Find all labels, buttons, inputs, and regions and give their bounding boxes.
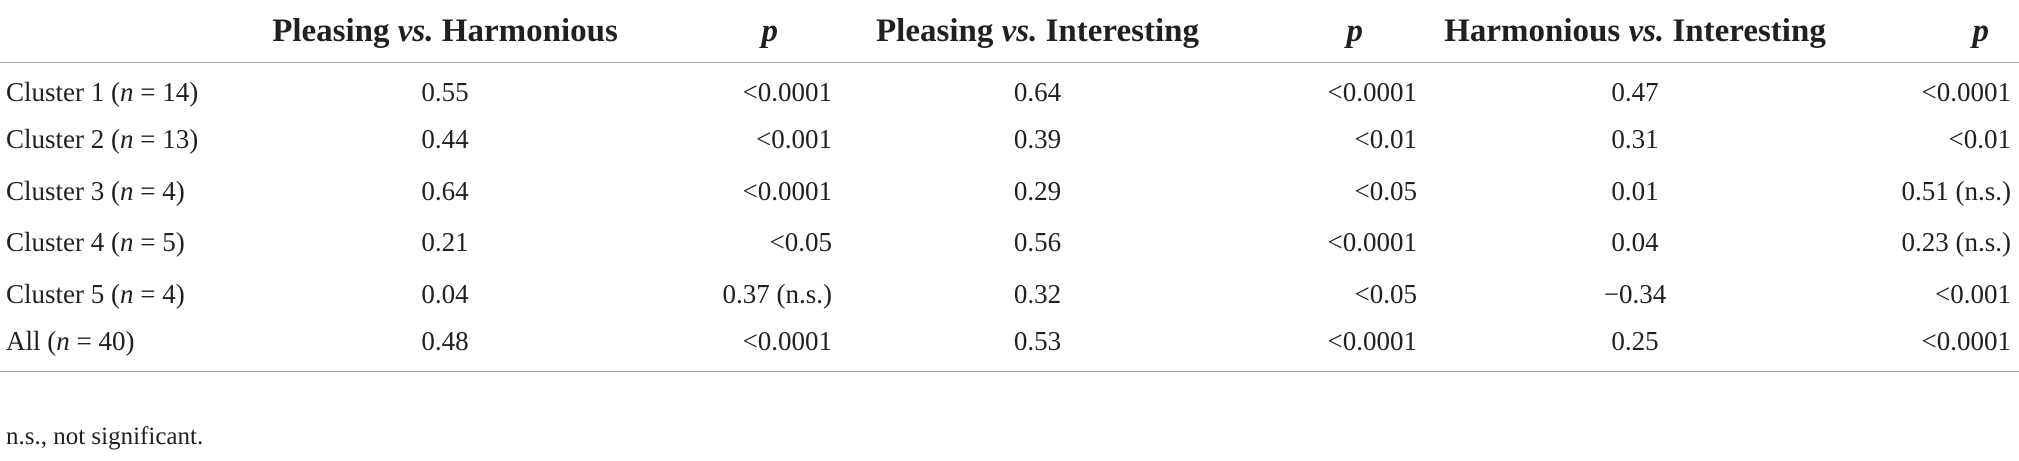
table-cell: 0.32 — [1013, 278, 1062, 309]
header-text: Harmonious — [433, 12, 618, 49]
header-row: Pleasing vs. Harmonious p Pleasing vs. I… — [0, 0, 2019, 63]
row-label-n: n — [120, 227, 134, 258]
row-label-n: n — [120, 278, 134, 309]
table-row: Cluster 4 (n = 5) 0.21 <0.05 0.56 <0.000… — [0, 217, 2019, 269]
table-cell: 0.64 — [1013, 77, 1062, 107]
header-empty-cell — [0, 0, 235, 63]
table-cell: <0.05 — [769, 227, 832, 258]
header-pleasing-vs-interesting: Pleasing vs. Interesting — [840, 0, 1235, 63]
table-cell: 0.56 — [1013, 227, 1062, 258]
table-cell: 0.25 — [1425, 320, 1845, 372]
row-label-post: = 4) — [133, 175, 185, 206]
row-label-pre: All ( — [6, 326, 57, 356]
table-cell: 0.04 — [421, 278, 469, 309]
row-label-pre: Cluster 4 ( — [6, 227, 120, 258]
row-label-n: n — [120, 77, 134, 107]
header-p-2: p — [1235, 0, 1425, 63]
table-cell: 0.44 — [421, 124, 469, 155]
row-label-n: n — [120, 175, 134, 206]
table-cell: 0.01 — [1611, 175, 1659, 206]
table-cell: <0.0001 — [1921, 77, 2011, 107]
table-cell: 0.55 — [421, 77, 469, 107]
table-cell: <0.0001 — [742, 175, 832, 206]
table-cell: 0.31 — [1611, 124, 1659, 155]
table-cell: <0.05 — [1354, 175, 1417, 206]
table-cell: <0.0001 — [1327, 77, 1417, 107]
row-label-n: n — [56, 326, 70, 356]
header-text: Interesting — [1037, 12, 1199, 49]
table-cell: <0.0001 — [655, 320, 840, 372]
header-vs: vs. — [1001, 12, 1038, 49]
table-cell: 0.48 — [235, 320, 655, 372]
row-label: Cluster 2 (n = 13) — [0, 114, 235, 166]
row-label-post: = 13) — [133, 124, 199, 155]
row-label: All (n = 40) — [0, 320, 235, 372]
table-row: All (n = 40) 0.48 <0.0001 0.53 <0.0001 0… — [0, 320, 2019, 372]
header-pleasing-vs-harmonious: Pleasing vs. Harmonious — [235, 0, 655, 63]
table-cell: 0.64 — [421, 175, 469, 206]
row-label: Cluster 4 (n = 5) — [0, 217, 235, 269]
table-cell: <0.001 — [756, 124, 832, 155]
table-cell: 0.51 (n.s.) — [1901, 175, 2012, 206]
table-row: Cluster 3 (n = 4) 0.64 <0.0001 0.29 <0.0… — [0, 166, 2019, 218]
table-footnote: n.s., not significant. — [6, 423, 204, 450]
header-vs: vs. — [1628, 12, 1665, 49]
table-cell: <0.0001 — [1845, 320, 2019, 372]
table-row: Cluster 1 (n = 14) 0.55 <0.0001 0.64 <0.… — [0, 63, 2019, 115]
table-cell: 0.37 (n.s.) — [722, 278, 833, 309]
header-p-1: p — [655, 0, 840, 63]
row-label: Cluster 5 (n = 4) — [0, 269, 235, 321]
table-cell: 0.53 — [840, 320, 1235, 372]
table-cell: <0.001 — [1935, 278, 2011, 309]
table-cell: 0.39 — [1013, 124, 1062, 155]
table-cell: <0.01 — [1354, 124, 1417, 155]
row-label-post: = 40) — [69, 326, 135, 356]
header-text: Pleasing — [876, 12, 1002, 49]
header-text: Harmonious — [1444, 12, 1629, 49]
table-cell: 0.04 — [1611, 227, 1659, 258]
row-label-pre: Cluster 1 ( — [6, 77, 120, 107]
header-text: Interesting — [1664, 12, 1826, 49]
header-p-text: p — [1346, 12, 1364, 49]
row-label-pre: Cluster 5 ( — [6, 278, 120, 309]
header-harmonious-vs-interesting: Harmonious vs. Interesting — [1425, 0, 1845, 63]
table-cell: 0.21 — [421, 227, 469, 258]
correlation-table-container: Pleasing vs. Harmonious p Pleasing vs. I… — [0, 0, 2019, 372]
row-label-post: = 14) — [133, 77, 199, 107]
table-cell: <0.05 — [1354, 278, 1417, 309]
header-text: Pleasing — [272, 12, 398, 49]
row-label: Cluster 3 (n = 4) — [0, 166, 235, 218]
header-p-3: p — [1845, 0, 2019, 63]
row-label-pre: Cluster 2 ( — [6, 124, 120, 155]
header-p-text: p — [761, 12, 779, 49]
row-label-post: = 4) — [133, 278, 185, 309]
table-row: Cluster 2 (n = 13) 0.44 <0.001 0.39 <0.0… — [0, 114, 2019, 166]
table-cell: 0.29 — [1013, 175, 1062, 206]
header-vs: vs. — [397, 12, 434, 49]
correlation-table: Pleasing vs. Harmonious p Pleasing vs. I… — [0, 0, 2019, 372]
table-cell: −0.34 — [1603, 278, 1667, 309]
row-label-pre: Cluster 3 ( — [6, 175, 120, 206]
table-cell: <0.0001 — [1235, 320, 1425, 372]
table-cell: 0.23 (n.s.) — [1901, 227, 2012, 258]
table-cell: <0.0001 — [742, 77, 832, 107]
table-cell: <0.0001 — [1327, 227, 1417, 258]
row-label: Cluster 1 (n = 14) — [0, 63, 235, 115]
row-label-n: n — [120, 124, 134, 155]
table-cell: 0.47 — [1611, 77, 1659, 107]
row-label-post: = 5) — [133, 227, 185, 258]
header-p-text: p — [1972, 12, 1990, 49]
table-row: Cluster 5 (n = 4) 0.04 0.37 (n.s.) 0.32 … — [0, 269, 2019, 321]
table-cell: <0.01 — [1948, 124, 2011, 155]
